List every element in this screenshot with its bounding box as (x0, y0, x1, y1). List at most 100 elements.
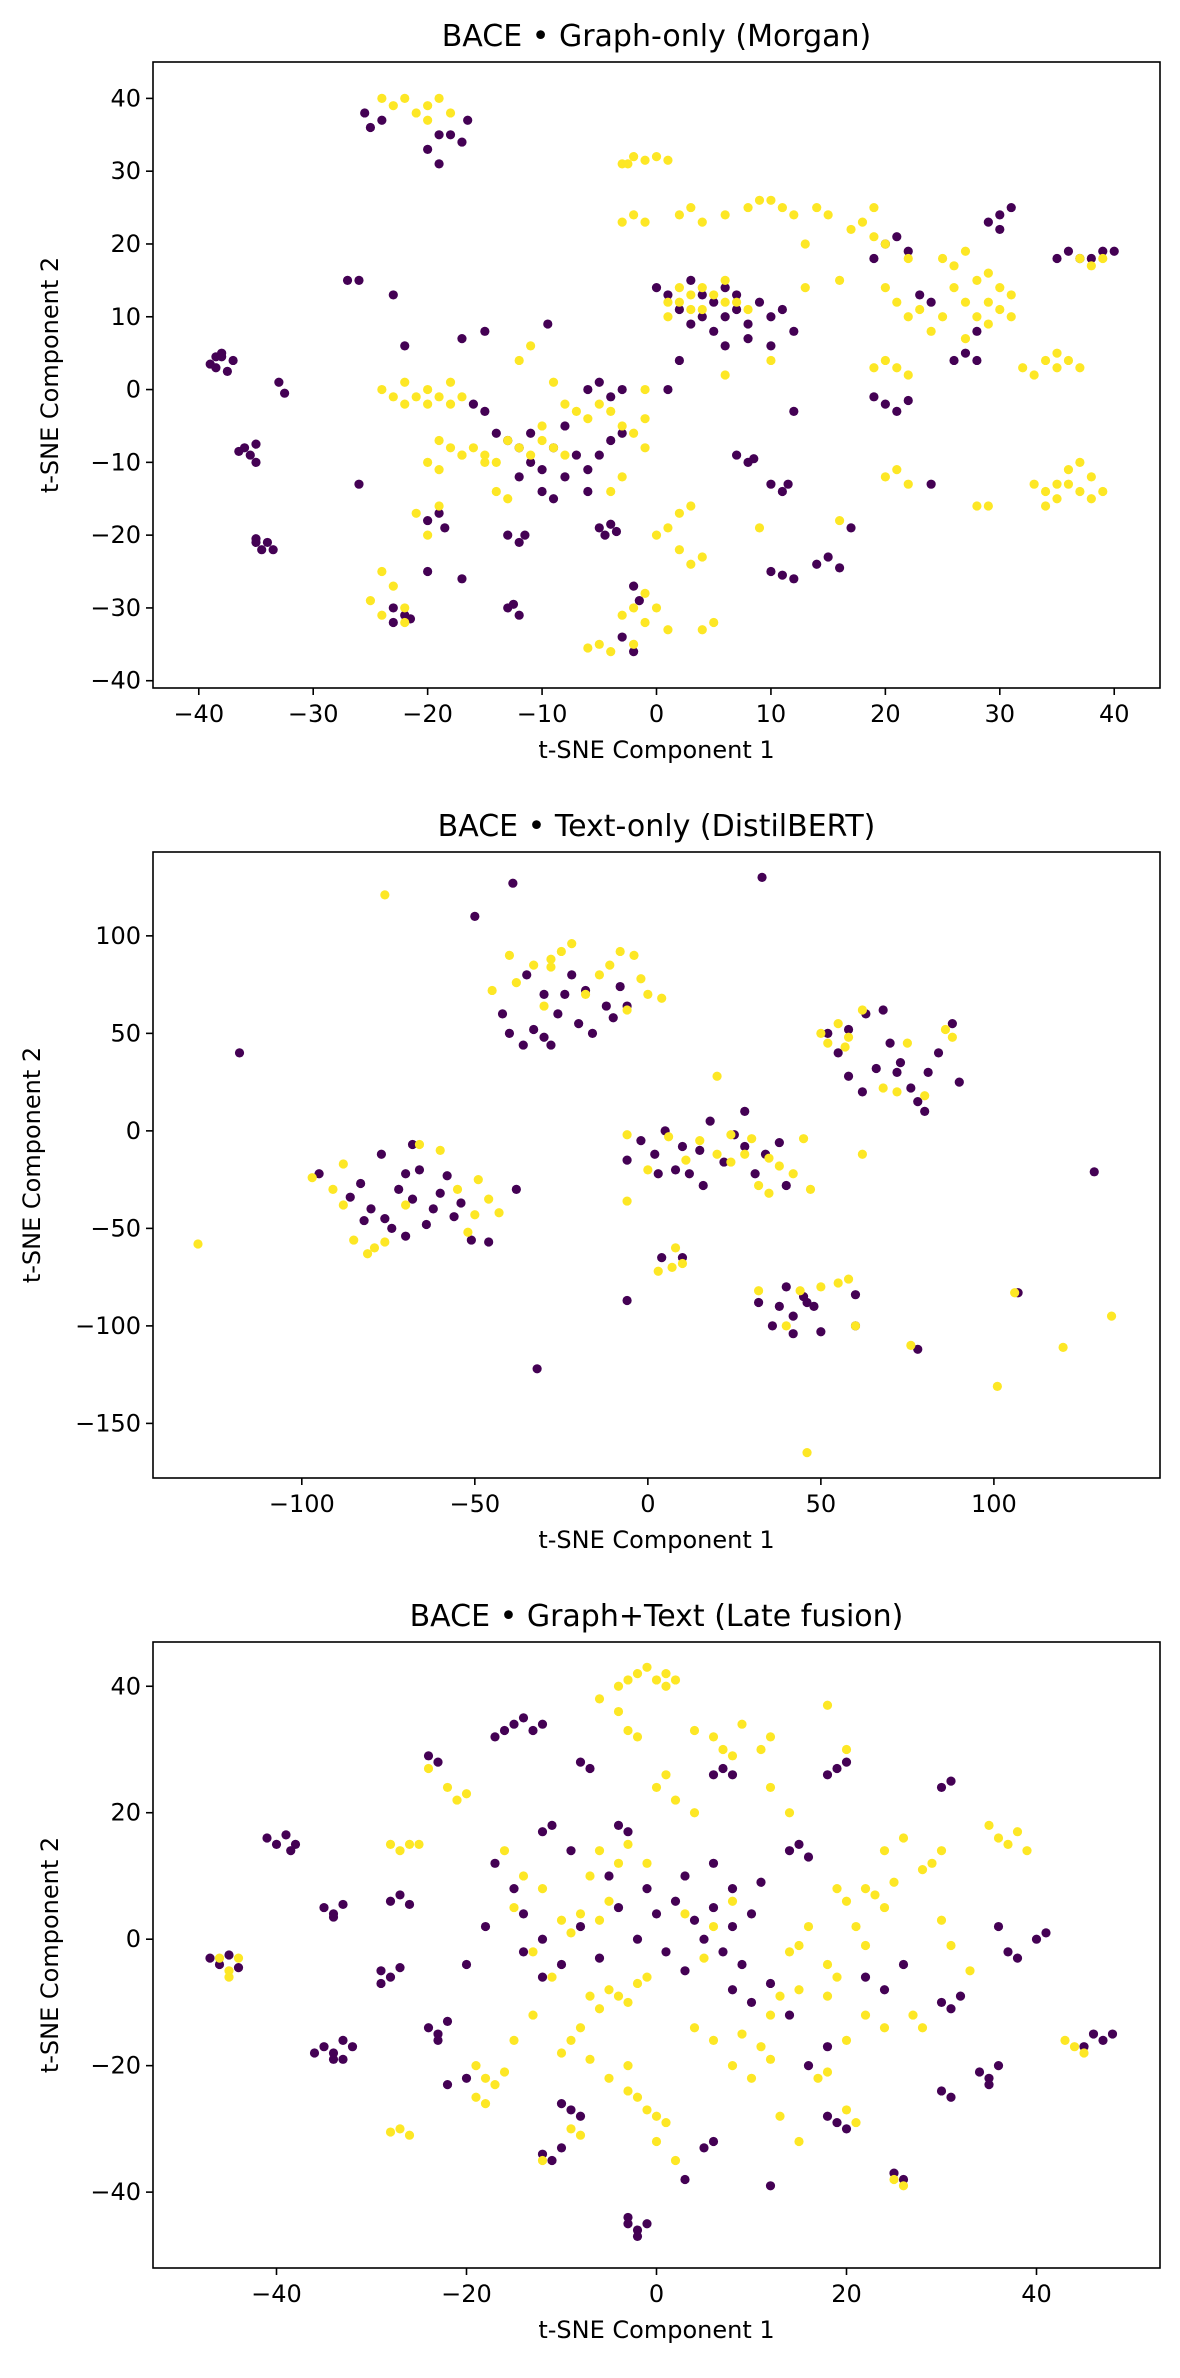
data-point (400, 377, 410, 387)
data-point (995, 283, 1005, 293)
data-point (708, 1902, 719, 1913)
data-point (689, 2023, 700, 2033)
data-point (434, 392, 444, 402)
data-point (813, 2073, 823, 2083)
data-point (697, 217, 707, 227)
data-point (794, 1985, 804, 1995)
data-point (823, 210, 833, 220)
data-point (695, 1136, 705, 1146)
data-point (915, 290, 925, 300)
x-tick-label: −40 (251, 2280, 302, 2308)
data-point (651, 2111, 662, 2121)
data-point (765, 1732, 776, 1742)
data-point (445, 377, 456, 387)
data-point (623, 1997, 633, 2008)
x-tick-label: −40 (173, 700, 224, 728)
data-point (705, 1116, 715, 1126)
data-point (809, 1301, 819, 1311)
data-point (754, 195, 765, 205)
data-point (529, 1024, 539, 1035)
data-point (1031, 1934, 1042, 1944)
data-point (543, 319, 553, 329)
data-point (328, 1912, 339, 1922)
data-point (526, 341, 536, 351)
data-point (898, 2174, 909, 2185)
data-point (946, 1776, 956, 1786)
data-point (526, 457, 536, 467)
data-point (623, 1827, 633, 1837)
data-point (608, 1013, 618, 1023)
data-point (622, 1295, 632, 1306)
data-point (643, 1165, 653, 1175)
data-point (726, 1130, 736, 1140)
data-point (983, 319, 993, 329)
data-point (1052, 253, 1062, 264)
data-point (832, 1884, 842, 1894)
x-tick-label: −50 (449, 1490, 500, 1518)
chart-panel-1: −40 −30 −20 −10 0 10 20 30 40 −40 −30 −20 −10 0 10 20 30… (36, 19, 1161, 764)
data-point (708, 1770, 719, 1780)
data-point (677, 1258, 688, 1269)
data-point (709, 297, 719, 307)
data-point (777, 202, 787, 213)
data-point (651, 530, 662, 540)
data-point (718, 1947, 728, 1957)
data-point (613, 1902, 624, 1913)
data-point (423, 530, 433, 540)
data-point (720, 210, 730, 220)
data-point (394, 1184, 404, 1194)
data-point (805, 1184, 816, 1194)
data-point (594, 1846, 605, 1856)
data-point (937, 253, 948, 264)
data-point (623, 2219, 633, 2229)
data-point (746, 1997, 757, 2008)
data-point (560, 450, 570, 460)
data-point (846, 523, 856, 533)
data-point (851, 1921, 861, 1932)
data-point (698, 1180, 708, 1191)
data-point (712, 1071, 722, 1081)
data-point (271, 1839, 282, 1849)
data-point (601, 1001, 611, 1011)
y-tick-label: 20 (110, 230, 141, 258)
data-point (470, 1210, 480, 1220)
data-point (869, 392, 879, 402)
data-point (1109, 246, 1119, 256)
data-point (617, 610, 627, 620)
data-point (756, 1744, 766, 1755)
data-point (377, 610, 387, 620)
data-point (385, 1972, 396, 1982)
data-point (480, 450, 490, 460)
data-point (400, 341, 410, 351)
data-point (960, 297, 971, 307)
data-point (983, 268, 993, 278)
x-axis-label: t-SNE Component 1 (538, 2316, 774, 2344)
data-point (594, 450, 604, 460)
data-point (732, 450, 742, 460)
data-point (537, 421, 547, 431)
data-point (251, 457, 261, 467)
data-point (360, 108, 370, 118)
data-point (743, 319, 753, 329)
data-point (689, 1915, 700, 1925)
data-point (857, 1149, 867, 1159)
data-point (622, 1130, 632, 1140)
data-point (537, 2149, 548, 2159)
data-point (727, 1884, 738, 1894)
data-point (546, 962, 556, 972)
data-point (892, 363, 902, 373)
y-axis-label: t-SNE Component 2 (36, 1837, 64, 2073)
data-point (697, 304, 707, 315)
data-point (537, 2155, 548, 2166)
data-point (754, 523, 765, 533)
x-axis-label: t-SNE Component 1 (538, 1526, 774, 1554)
data-point (468, 443, 479, 453)
data-point (720, 275, 730, 285)
data-point (605, 960, 615, 970)
data-point (653, 1266, 663, 1276)
data-point (765, 2010, 776, 2020)
data-point (674, 210, 684, 220)
data-point (697, 625, 707, 635)
data-point (377, 384, 387, 395)
data-point (816, 1282, 826, 1292)
